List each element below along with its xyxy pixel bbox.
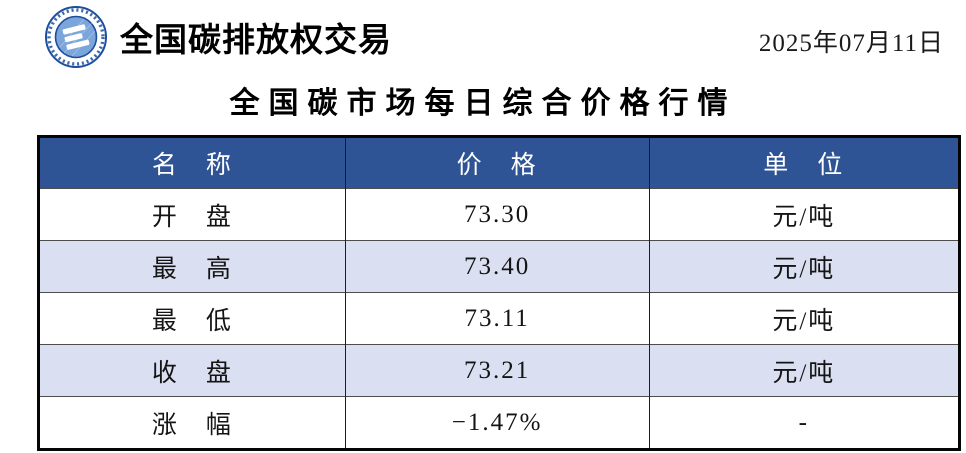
- col-header-price: 价 格: [344, 136, 650, 189]
- table-row-change: 涨 幅 −1.47% -: [38, 396, 960, 450]
- row-label-cell: 收 盘: [38, 344, 346, 397]
- table-row-high: 最 高 73.40 元/吨: [38, 240, 960, 293]
- unit-cell: 元/吨: [648, 344, 960, 397]
- row-label-cell: 最 低: [38, 292, 346, 345]
- unit-cell: 元/吨: [648, 292, 960, 345]
- brand-title: 全国碳排放权交易: [120, 21, 392, 58]
- price-cell: 73.40: [344, 240, 650, 293]
- table-row-close: 收 盘 73.21 元/吨: [38, 344, 960, 397]
- price-cell: 73.11: [344, 292, 650, 345]
- price-cell: 73.30: [344, 188, 650, 241]
- col-header-unit: 单 位: [648, 136, 960, 189]
- table-row-open: 开 盘 73.30 元/吨: [38, 188, 960, 241]
- row-label-cell: 涨 幅: [38, 396, 346, 450]
- unit-cell: -: [648, 396, 960, 450]
- price-cell: −1.47%: [344, 396, 650, 450]
- unit-cell: 元/吨: [648, 188, 960, 241]
- page-title: 全国碳市场每日综合价格行情: [229, 87, 737, 120]
- table-row-low: 最 低 73.11 元/吨: [38, 292, 960, 345]
- price-cell: 73.21: [344, 344, 650, 397]
- report-date: 2025年07月11日: [758, 30, 944, 57]
- col-header-name: 名 称: [38, 136, 346, 189]
- table-header-row: 名 称 价 格 单 位: [38, 136, 960, 189]
- unit-cell: 元/吨: [648, 240, 960, 293]
- price-table: 名 称 价 格 单 位 开 盘 73.30 元/吨 最 高 73.40 元/吨 …: [37, 135, 961, 451]
- row-label-cell: 开 盘: [38, 188, 346, 241]
- carbon-exchange-logo-icon: [44, 5, 108, 69]
- row-label-cell: 最 高: [38, 240, 346, 293]
- header: 全国碳排放权交易 2025年07月11日: [0, 0, 966, 72]
